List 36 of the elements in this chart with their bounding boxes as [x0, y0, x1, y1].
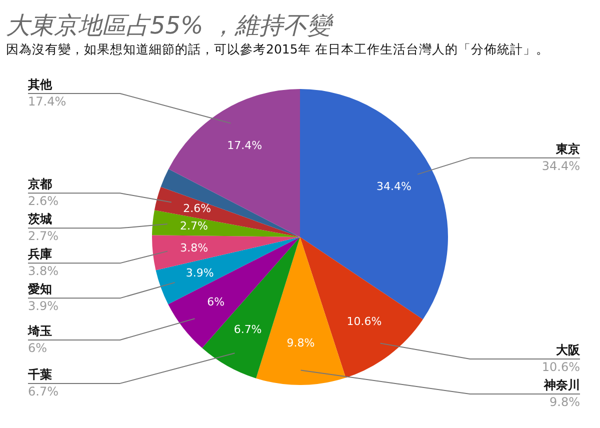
data-label: 2.6%	[183, 202, 212, 216]
slice-label: 愛知	[28, 282, 52, 296]
data-label: 3.8%	[180, 241, 208, 254]
data-label: 17.4%	[227, 138, 262, 152]
text: 6.7%	[28, 384, 58, 398]
slice-label: 埼玉	[27, 324, 52, 338]
data-label: 10.6%	[346, 315, 382, 328]
text: 17.4%	[28, 94, 66, 108]
slice-label: 千葉	[27, 367, 52, 382]
text: 2.6%	[28, 194, 58, 208]
data-label: 9.8%	[286, 336, 315, 350]
slice-label: 大阪	[556, 343, 581, 357]
slice-label: 兵庫	[27, 247, 52, 262]
slice-label: 茨城	[27, 212, 52, 226]
pie-slice	[156, 237, 300, 304]
pie-slice	[154, 186, 300, 237]
slice-label: 東京	[555, 142, 580, 156]
text: 9.8%	[550, 395, 580, 409]
pie-slice	[168, 89, 300, 237]
chart-title: 大東京地區占55% ，維持不變	[6, 12, 334, 40]
data-label: 6%	[207, 295, 225, 308]
text: 34.4%	[542, 158, 580, 173]
text: 3.9%	[28, 299, 58, 314]
text: 2.7%	[28, 229, 58, 244]
text: 3.8%	[28, 264, 58, 278]
data-label: 34.4%	[376, 180, 412, 193]
data-label: 6.7%	[234, 322, 262, 336]
slice-label: 京都	[27, 177, 52, 192]
text: 10.6%	[542, 360, 580, 374]
slice-label: 其他	[27, 77, 53, 92]
slice-label: 神奈川	[543, 378, 580, 392]
chart-subtitle: 因為沒有變，如果想知道細節的話，可以參考2015年 在日本工作生活台灣人的「分佈統計」。	[6, 42, 549, 56]
text: 6%	[28, 340, 48, 355]
data-label: 3.9%	[186, 266, 214, 280]
data-label: 2.7%	[180, 220, 208, 233]
pie-slice	[160, 168, 300, 237]
